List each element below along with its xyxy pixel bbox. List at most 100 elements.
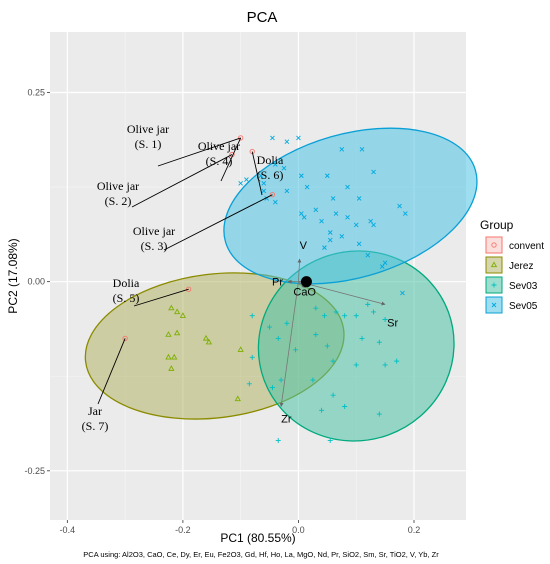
loading-arrow-v xyxy=(297,258,302,282)
y-axis-ticks: -0.25 0.00 0.25 xyxy=(24,88,50,476)
point-sev05 xyxy=(365,252,371,258)
loading-label-pr: Pr xyxy=(272,277,283,289)
annotation-leader-line xyxy=(220,137,242,182)
annotation-line: (S. 1) xyxy=(135,137,162,151)
point-sev05 xyxy=(400,290,405,296)
legend: Group convent Jerez Sev03 Sev05 xyxy=(480,218,544,314)
x-tick-label: 0.0 xyxy=(292,525,305,535)
point-jerez xyxy=(168,365,175,371)
point-sev05 xyxy=(327,237,333,243)
point-jerez xyxy=(168,304,175,311)
annotation-line: Dolia xyxy=(113,276,140,290)
annotation-leader-line xyxy=(133,288,189,307)
point-sev03 xyxy=(269,385,275,391)
annotation-line: (S. 6) xyxy=(257,168,284,182)
point-sev03 xyxy=(376,411,382,417)
point-sev03 xyxy=(353,362,359,368)
point-sev05 xyxy=(359,146,365,152)
loading-label-sr: Sr xyxy=(387,317,398,329)
point-sev03 xyxy=(376,339,382,345)
ellipse-sev05 xyxy=(223,127,478,285)
point-jerez xyxy=(173,329,181,336)
point-jerez xyxy=(165,331,172,337)
y-tick-label: 0.00 xyxy=(27,277,45,287)
annotation-label: Dolia (S. 6) xyxy=(257,153,284,182)
annotation-label: Jar (S. 7) xyxy=(82,404,109,433)
y-tick-label: -0.25 xyxy=(24,466,45,476)
point-sev05 xyxy=(281,165,287,171)
annotation-label: Olive jar (S. 2) xyxy=(97,179,139,208)
loading-label-v: V xyxy=(300,240,308,252)
point-sev05 xyxy=(301,215,307,220)
annotation-label: Olive jar (S. 1) xyxy=(127,122,169,151)
loading-arrow-sr xyxy=(298,281,386,306)
point-convent xyxy=(249,148,255,155)
loading-arrow-zr xyxy=(279,281,299,407)
confidence-ellipses xyxy=(84,127,478,442)
point-sev05 xyxy=(397,203,402,209)
sample-annotations: Olive jar(S. 1)Olive jar(S. 4)Dolia(S. 6… xyxy=(82,122,284,433)
point-sev03 xyxy=(330,358,336,364)
point-jerez xyxy=(171,353,178,360)
point-sev05 xyxy=(327,230,333,235)
point-sev05 xyxy=(339,146,345,152)
point-sev05 xyxy=(258,173,264,179)
point-jerez xyxy=(234,395,241,402)
point-sev05 xyxy=(371,222,376,228)
annotation-leader-line xyxy=(131,154,233,208)
caption: PCA using: Al2O3, CaO, Ce, Dy, Er, Eu, F… xyxy=(83,550,439,559)
x-tick-label: -0.4 xyxy=(60,525,76,535)
data-points xyxy=(122,135,408,444)
point-sev03 xyxy=(313,332,319,338)
annotation-line: Olive jar xyxy=(198,139,240,153)
legend-key-convent xyxy=(485,236,503,254)
legend-key-jerez xyxy=(485,256,503,274)
point-sev05 xyxy=(304,184,310,190)
point-convent xyxy=(269,192,276,198)
point-sev03 xyxy=(284,320,290,326)
point-sev05 xyxy=(330,196,336,201)
x-tick-label: -0.2 xyxy=(175,525,191,535)
point-sev05 xyxy=(379,264,385,269)
point-jerez xyxy=(205,338,213,345)
point-sev03 xyxy=(319,407,325,413)
point-convent xyxy=(238,135,244,141)
point-sev05 xyxy=(273,199,278,205)
legend-marker-convent xyxy=(491,242,497,248)
point-sev05 xyxy=(371,169,376,175)
point-sev05 xyxy=(299,211,304,216)
point-jerez xyxy=(173,308,181,315)
point-sev05 xyxy=(353,222,359,228)
point-sev03 xyxy=(313,305,319,311)
legend-label-sev05: Sev05 xyxy=(509,301,538,312)
annotation-line: Olive jar xyxy=(133,224,175,238)
point-sev03 xyxy=(278,377,284,383)
point-sev05 xyxy=(313,207,319,213)
legend-label-sev03: Sev03 xyxy=(509,281,538,292)
point-sev03 xyxy=(267,324,273,330)
point-sev05 xyxy=(356,196,362,201)
point-convent xyxy=(186,286,192,292)
point-sev05 xyxy=(333,211,339,216)
point-sev05 xyxy=(244,177,249,182)
point-sev03 xyxy=(249,354,255,360)
annotation-line: Olive jar xyxy=(97,179,139,193)
point-sev05 xyxy=(368,218,373,224)
annotation-line: Dolia xyxy=(257,153,284,167)
loading-vectors: V Sr Zr Pr CaO xyxy=(272,240,398,426)
point-sev03 xyxy=(324,343,330,349)
point-sev03 xyxy=(249,313,255,319)
legend-label-convent: convent xyxy=(509,241,544,252)
loading-label-zr: Zr xyxy=(281,414,292,426)
point-jerez xyxy=(179,312,187,318)
legend-label-jerez: Jerez xyxy=(509,261,533,272)
x-tick-label: 0.2 xyxy=(408,525,421,535)
point-sev05 xyxy=(325,173,330,179)
point-sev03 xyxy=(327,438,333,444)
point-sev03 xyxy=(382,362,388,368)
point-sev05 xyxy=(319,218,324,224)
annotation-label: Olive jar (S. 3) xyxy=(133,224,175,253)
annotation-line: Olive jar xyxy=(127,122,169,136)
point-sev03 xyxy=(365,301,371,307)
